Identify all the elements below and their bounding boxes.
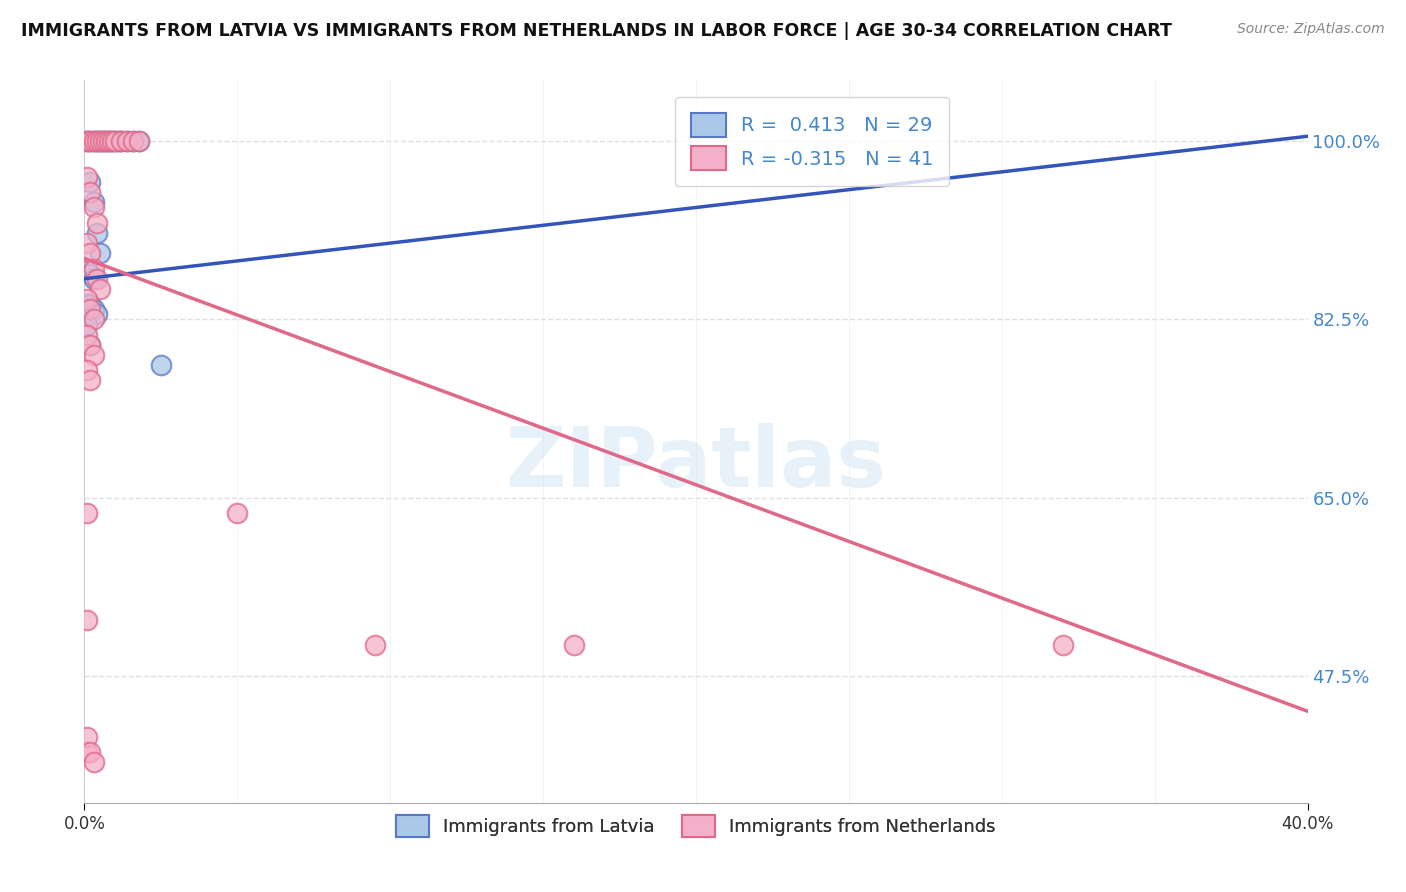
Point — [76, 134, 98, 148]
Point — [149, 358, 172, 372]
Point — [107, 134, 129, 148]
Point — [86, 307, 108, 321]
Point — [104, 134, 127, 148]
Point — [79, 246, 101, 260]
Point — [79, 374, 101, 388]
Point — [122, 134, 145, 148]
Point — [110, 134, 132, 148]
Point — [79, 134, 101, 148]
Point — [91, 134, 114, 148]
Point — [79, 302, 101, 317]
Point — [83, 271, 105, 285]
Point — [79, 134, 101, 148]
Point — [128, 134, 150, 148]
Point — [83, 134, 105, 148]
Point — [89, 282, 111, 296]
Point — [101, 134, 124, 148]
Point — [101, 134, 124, 148]
Point — [76, 261, 98, 276]
Point — [115, 134, 138, 148]
Point — [79, 185, 101, 199]
Point — [86, 216, 108, 230]
Point — [89, 134, 111, 148]
Point — [94, 134, 117, 148]
Point — [97, 134, 120, 148]
Point — [76, 292, 98, 306]
Point — [226, 506, 249, 520]
Point — [115, 134, 138, 148]
Point — [89, 134, 111, 148]
Point — [83, 134, 105, 148]
Point — [76, 134, 98, 148]
Point — [79, 267, 101, 281]
Point — [76, 236, 98, 251]
Point — [91, 134, 114, 148]
Point — [89, 246, 111, 260]
Point — [1052, 638, 1074, 652]
Point — [86, 134, 108, 148]
Point — [79, 745, 101, 759]
Point — [83, 201, 105, 215]
Point — [76, 730, 98, 744]
Point — [79, 338, 101, 352]
Point — [562, 638, 585, 652]
Point — [364, 638, 387, 652]
Text: Source: ZipAtlas.com: Source: ZipAtlas.com — [1237, 22, 1385, 37]
Point — [128, 134, 150, 148]
Point — [76, 613, 98, 627]
Legend: Immigrants from Latvia, Immigrants from Netherlands: Immigrants from Latvia, Immigrants from … — [389, 808, 1002, 845]
Point — [122, 134, 145, 148]
Point — [94, 134, 117, 148]
Point — [83, 302, 105, 317]
Point — [86, 271, 108, 285]
Point — [110, 134, 132, 148]
Point — [79, 297, 101, 311]
Point — [76, 318, 98, 332]
Point — [83, 312, 105, 326]
Point — [76, 363, 98, 377]
Point — [79, 175, 101, 189]
Point — [76, 506, 98, 520]
Text: IMMIGRANTS FROM LATVIA VS IMMIGRANTS FROM NETHERLANDS IN LABOR FORCE | AGE 30-34: IMMIGRANTS FROM LATVIA VS IMMIGRANTS FRO… — [21, 22, 1173, 40]
Point — [76, 745, 98, 759]
Text: ZIPatlas: ZIPatlas — [506, 423, 886, 504]
Point — [86, 226, 108, 240]
Point — [76, 297, 98, 311]
Point — [79, 338, 101, 352]
Point — [104, 134, 127, 148]
Point — [83, 195, 105, 210]
Point — [83, 261, 105, 276]
Point — [76, 169, 98, 184]
Point — [97, 134, 120, 148]
Point — [83, 348, 105, 362]
Point — [86, 134, 108, 148]
Point — [76, 327, 98, 342]
Point — [83, 755, 105, 769]
